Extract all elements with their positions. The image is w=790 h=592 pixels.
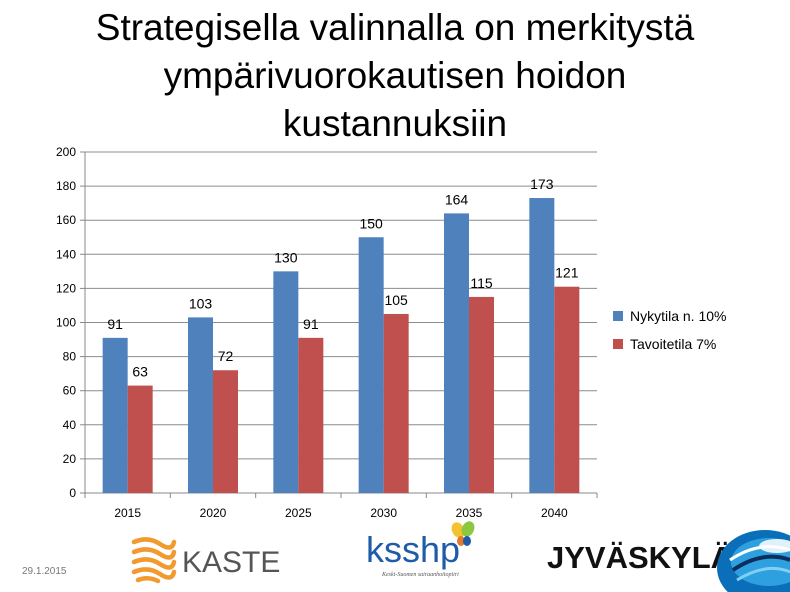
x-axis-ticks: 2015 2020 2025 2030 2035 2040	[84, 493, 598, 520]
kaste-flame-icon	[131, 537, 177, 584]
bar-tavoitetila-2040	[554, 286, 580, 493]
y-tick-label: 140	[56, 247, 76, 261]
legend-label-1: Nykytila n. 10%	[630, 308, 726, 324]
bar-tavoitetila-2015	[127, 385, 153, 493]
y-tick-label: 60	[63, 384, 77, 398]
bar-nykytila-2040	[529, 198, 555, 493]
bar-tavoitetila-2035	[469, 296, 494, 493]
x-tick-label: 2030	[370, 506, 397, 520]
data-label: 173	[530, 176, 554, 192]
data-label: 91	[107, 316, 123, 332]
jyvaskyla-swirl-icon	[717, 530, 790, 592]
bar-tavoitetila-2025	[298, 337, 324, 493]
bar-tavoitetila-2030	[383, 313, 409, 493]
legend-swatch-1	[613, 311, 623, 321]
y-tick-label: 100	[56, 316, 76, 330]
legend-label-2: Tavoitetila 7%	[630, 336, 716, 352]
bar-nykytila-2025	[273, 271, 299, 493]
slide-title: Strategisella valinnalla on merkitystä y…	[0, 4, 790, 148]
data-label: 164	[445, 191, 469, 207]
data-label: 150	[359, 215, 383, 231]
ksshp-logo-text: ksshp	[366, 529, 460, 570]
kaste-logo-text: KASTE	[182, 546, 280, 579]
legend-swatch-2	[613, 339, 623, 349]
ksshp-logo-subtitle: Keski-Suomen sairaanhoitopiiri	[381, 572, 459, 578]
chart-bars	[102, 198, 580, 493]
chart-legend: Nykytila n. 10% Tavoitetila 7%	[613, 308, 726, 352]
data-label: 91	[303, 316, 319, 332]
title-line-3: kustannuksiin	[282, 103, 508, 144]
y-tick-label: 20	[63, 452, 77, 466]
jyvaskyla-logo: JYVÄSKYLÄ	[547, 530, 790, 592]
jyvaskyla-logo-text: JYVÄSKYLÄ	[547, 540, 733, 575]
y-tick-label: 40	[63, 418, 77, 432]
ksshp-logo: ksshp Keski-Suomen sairaanhoitopiiri	[366, 521, 475, 578]
chart-gridlines	[84, 151, 597, 494]
title-line-1: Strategisella valinnalla on merkitystä	[95, 7, 695, 48]
x-tick-label: 2025	[285, 506, 312, 520]
data-label: 105	[384, 292, 408, 308]
x-tick-label: 2015	[114, 506, 141, 520]
bar-tavoitetila-2020	[213, 370, 238, 493]
data-label: 63	[132, 364, 148, 380]
data-label: 115	[470, 275, 493, 291]
y-tick-label: 80	[63, 350, 77, 364]
butterfly-icon	[451, 521, 475, 546]
footer-date: 29.1.2015	[22, 566, 67, 577]
data-label: 103	[189, 295, 213, 311]
title-line-2: ympärivuorokautisen hoidon	[163, 55, 627, 96]
x-tick-label: 2040	[541, 506, 568, 520]
bar-nykytila-2030	[358, 237, 384, 493]
y-tick-label: 120	[56, 281, 76, 295]
x-tick-label: 2020	[200, 506, 227, 520]
y-tick-label: 0	[69, 486, 76, 500]
y-axis-ticks: 0 20 40 60 80 100 120 140 160 180 200	[56, 145, 85, 500]
bar-nykytila-2035	[444, 213, 469, 493]
y-tick-label: 160	[56, 213, 76, 227]
chart-data-labels: 91 63 103 72 130 91 150 105 164 115 173 121	[107, 176, 578, 380]
data-label: 72	[218, 348, 234, 364]
y-tick-label: 200	[56, 145, 76, 159]
y-tick-label: 180	[56, 179, 76, 193]
bar-nykytila-2015	[102, 337, 128, 493]
data-label: 121	[555, 265, 579, 281]
bar-nykytila-2020	[188, 317, 213, 493]
kaste-logo: KASTE	[131, 537, 280, 584]
x-tick-label: 2035	[456, 506, 483, 520]
data-label: 130	[274, 249, 298, 265]
